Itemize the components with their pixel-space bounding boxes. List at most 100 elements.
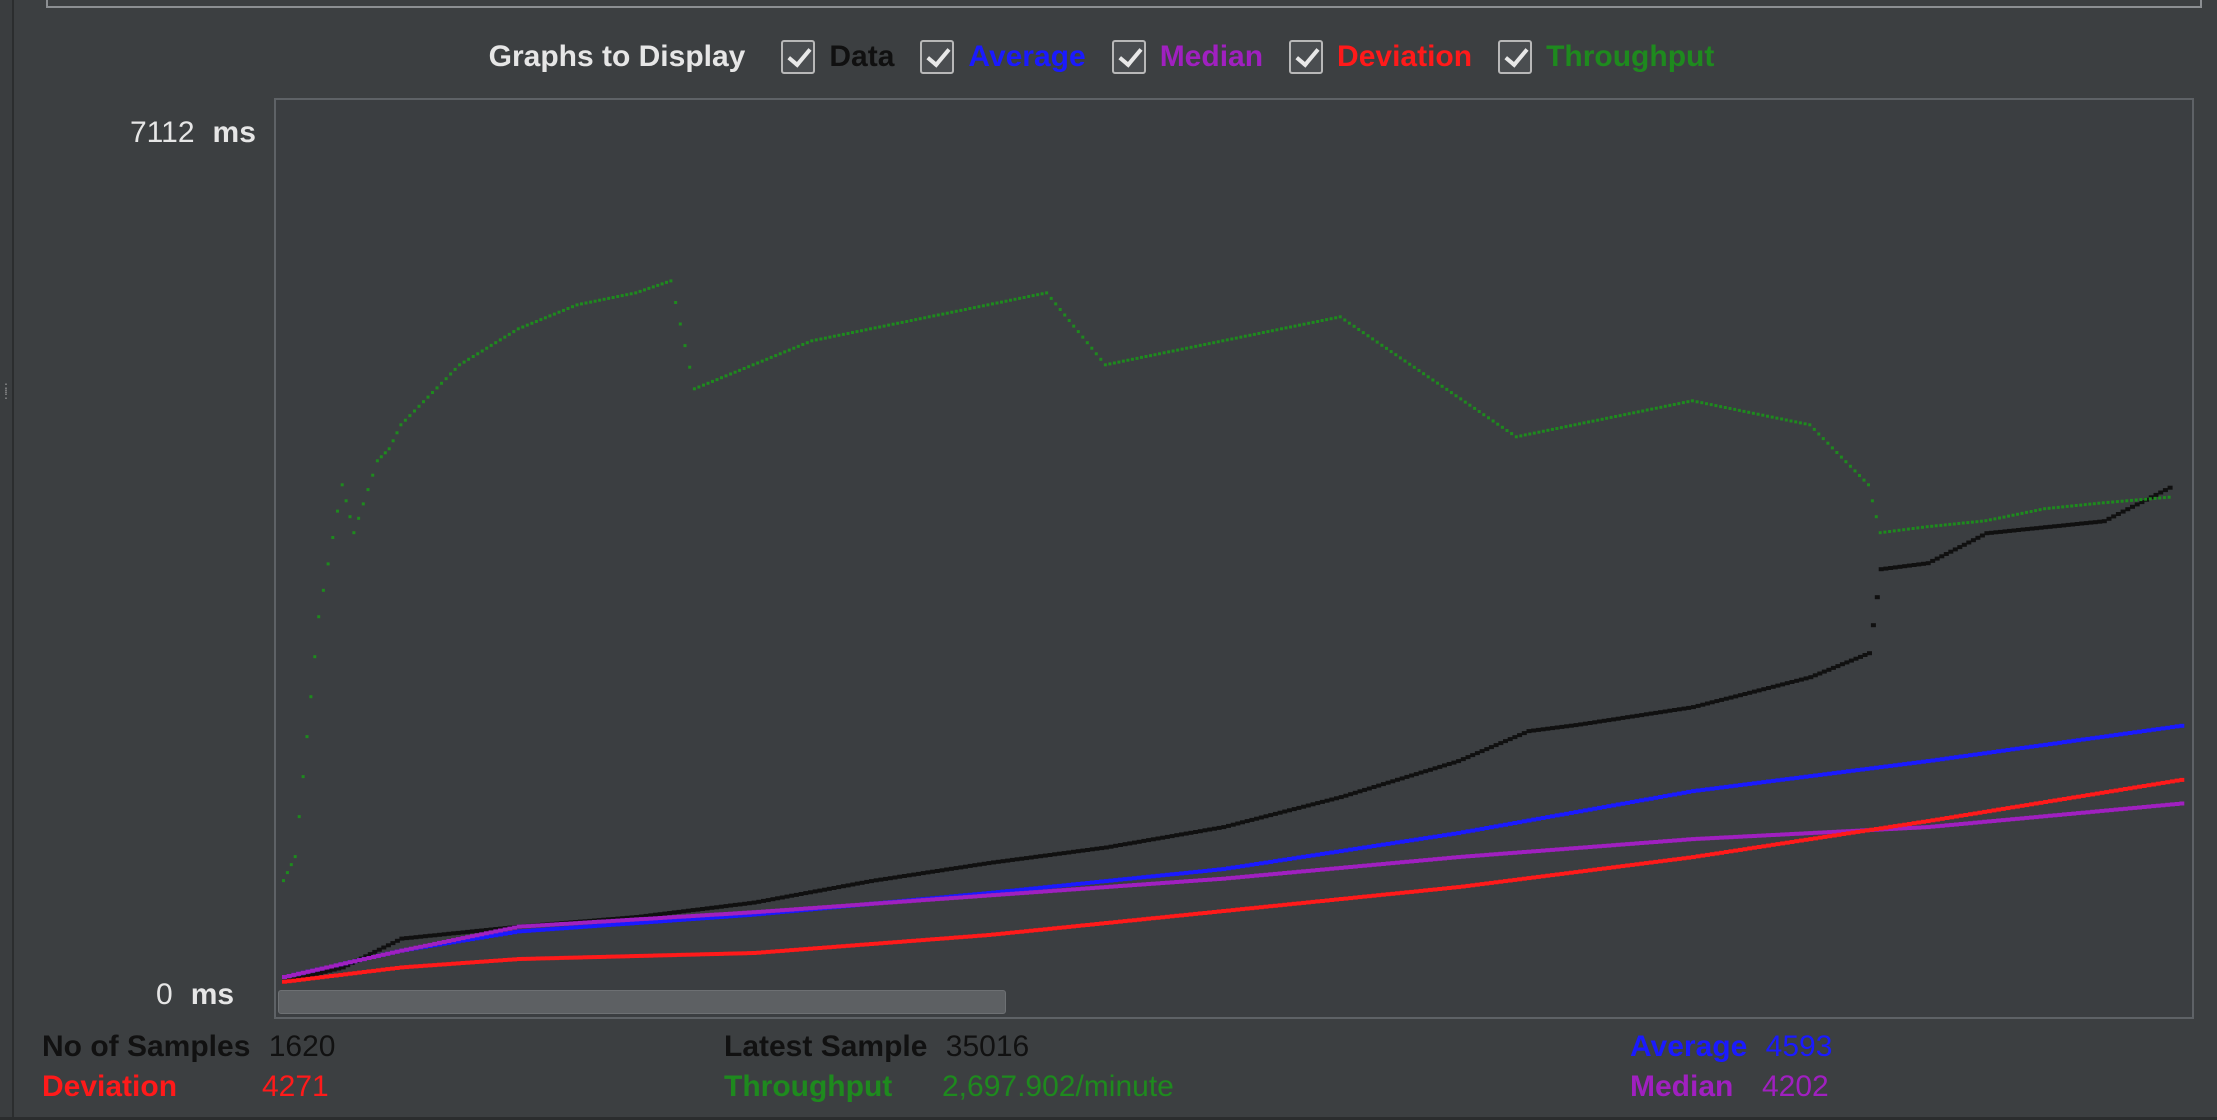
data-point — [869, 327, 872, 331]
data-point — [1117, 919, 1123, 924]
data-point — [1517, 877, 1523, 882]
data-point — [2111, 500, 2115, 504]
data-point — [2029, 744, 2034, 749]
data-point — [566, 307, 570, 310]
data-point — [1784, 777, 1790, 782]
data-point — [1422, 372, 1426, 376]
data-point — [530, 956, 536, 961]
data-point — [1789, 419, 1793, 423]
data-point — [1160, 881, 1166, 885]
data-point — [1667, 838, 1673, 843]
data-point — [1230, 908, 1236, 913]
data-point — [1207, 342, 1211, 346]
data-point — [2139, 498, 2143, 502]
data-point — [469, 937, 475, 942]
data-point — [2141, 729, 2147, 733]
data-point — [1821, 669, 1827, 674]
data-point — [2066, 739, 2072, 744]
data-point — [854, 943, 860, 948]
data-point — [1770, 778, 1776, 783]
data-point — [1930, 524, 1934, 528]
data-point — [789, 948, 795, 953]
data-point — [1235, 907, 1241, 912]
data-point — [291, 972, 297, 977]
data-point — [394, 949, 400, 954]
data-point — [1291, 901, 1297, 906]
toggle-throughput[interactable]: Throughput — [1498, 40, 1714, 74]
data-point — [1045, 291, 1049, 295]
data-point — [714, 915, 720, 920]
horizontal-scrollbar-thumb[interactable] — [278, 990, 1006, 1014]
data-point — [1592, 720, 1598, 725]
toggle-data[interactable]: Data — [781, 40, 894, 74]
data-point — [1761, 833, 1767, 838]
data-point — [1009, 857, 1015, 862]
data-point — [1916, 562, 1922, 567]
data-point — [1258, 873, 1264, 878]
checkbox-deviation[interactable] — [1289, 40, 1324, 74]
data-point — [1230, 875, 1236, 880]
data-point — [1280, 327, 1283, 331]
data-point — [2019, 803, 2025, 808]
data-point — [1385, 841, 1391, 846]
y-min-value: 0 — [156, 978, 173, 1011]
data-point — [1723, 850, 1729, 854]
data-point — [1728, 784, 1734, 789]
data-point — [1676, 838, 1682, 843]
data-point — [422, 934, 428, 939]
checkbox-average[interactable] — [920, 40, 955, 74]
data-point — [1653, 840, 1659, 844]
data-point — [941, 312, 945, 316]
data-point — [1517, 820, 1523, 825]
data-point — [681, 909, 687, 914]
data-point — [784, 948, 790, 953]
data-point — [493, 929, 499, 934]
data-point — [1939, 554, 1945, 559]
data-point — [1770, 833, 1776, 837]
checkbox-throughput[interactable] — [1498, 40, 1533, 74]
toggle-median[interactable]: Median — [1111, 40, 1263, 74]
data-point — [1794, 420, 1798, 424]
data-point — [1695, 400, 1699, 404]
data-point — [887, 876, 893, 881]
data-point — [897, 899, 903, 904]
data-point — [883, 900, 889, 905]
data-point — [1897, 528, 1901, 532]
data-point — [601, 923, 607, 928]
data-point — [714, 952, 720, 956]
data-point — [1334, 796, 1339, 801]
data-point — [1817, 772, 1823, 777]
data-point — [1395, 891, 1400, 896]
data-point — [573, 925, 579, 930]
data-point — [1996, 818, 2002, 823]
data-point — [634, 291, 638, 295]
data-point — [934, 897, 940, 902]
data-point — [366, 956, 372, 960]
data-point — [2162, 496, 2166, 500]
data-point — [1329, 866, 1335, 871]
data-point — [1943, 523, 1947, 527]
toggle-average[interactable]: Average — [920, 40, 1086, 74]
data-point — [2120, 509, 2126, 514]
data-point — [1061, 888, 1067, 893]
data-point — [1507, 821, 1513, 826]
data-point — [1390, 891, 1396, 896]
checkbox-data[interactable] — [781, 40, 816, 74]
data-point — [1934, 556, 1940, 561]
data-point — [2002, 529, 2008, 534]
data-point — [793, 947, 799, 952]
splitter-grip-icon[interactable]: ⋮ ⋮ — [0, 381, 12, 401]
data-point — [647, 286, 651, 290]
data-point — [534, 320, 538, 323]
data-point — [769, 355, 773, 359]
data-point — [1958, 822, 1964, 826]
data-point — [1493, 880, 1499, 885]
data-point — [483, 934, 489, 939]
data-point — [1681, 706, 1687, 711]
data-point — [925, 937, 931, 942]
data-point — [516, 929, 522, 934]
data-point — [1822, 772, 1828, 777]
data-point — [2104, 790, 2110, 795]
checkbox-median[interactable] — [1111, 40, 1146, 74]
toggle-deviation[interactable]: Deviation — [1289, 40, 1472, 74]
